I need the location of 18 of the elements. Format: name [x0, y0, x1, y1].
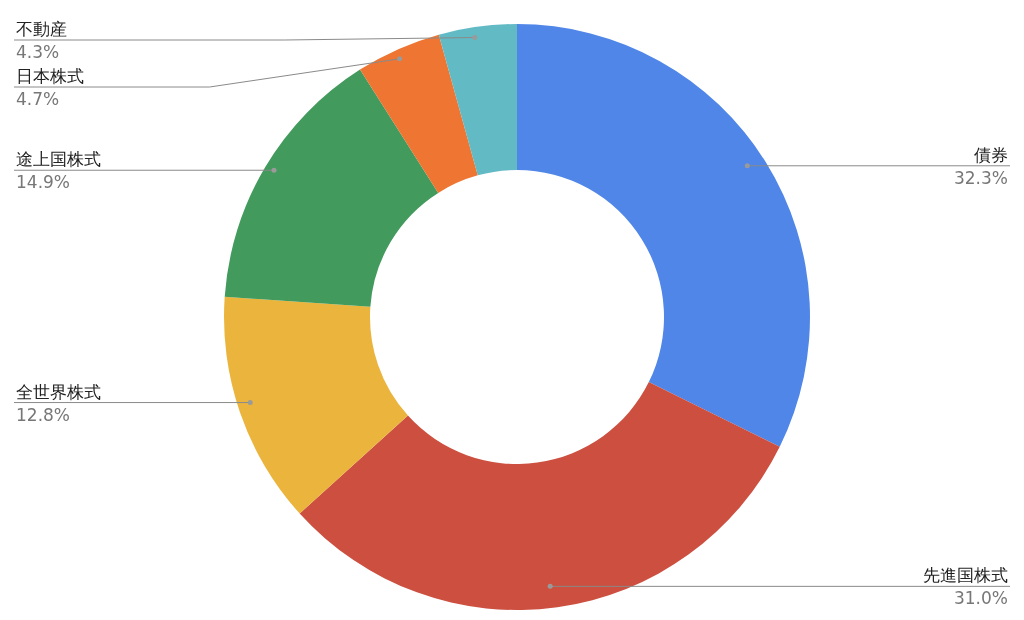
slice-label: 先進国株式	[923, 565, 1008, 586]
donut-slice	[224, 296, 408, 514]
data-label: 32.3%	[953, 167, 1008, 188]
slice-label: 債券	[974, 144, 1008, 165]
slice-label: 不動産	[16, 19, 67, 39]
donut-slice	[438, 24, 517, 176]
donut-slice	[299, 382, 780, 610]
slice-label: 日本株式	[16, 66, 84, 86]
data-label: 4.3%	[16, 42, 60, 62]
donut-slice	[360, 34, 478, 193]
data-label: 4.7%	[16, 89, 60, 109]
data-label: 14.9%	[16, 172, 71, 193]
donut-slice	[517, 24, 810, 447]
data-label: 12.8%	[16, 404, 71, 425]
slice-label: 途上国株式	[16, 149, 101, 170]
donut-slice	[224, 69, 439, 307]
slice-label: 全世界株式	[16, 381, 101, 402]
data-label: 31.0%	[953, 588, 1008, 609]
